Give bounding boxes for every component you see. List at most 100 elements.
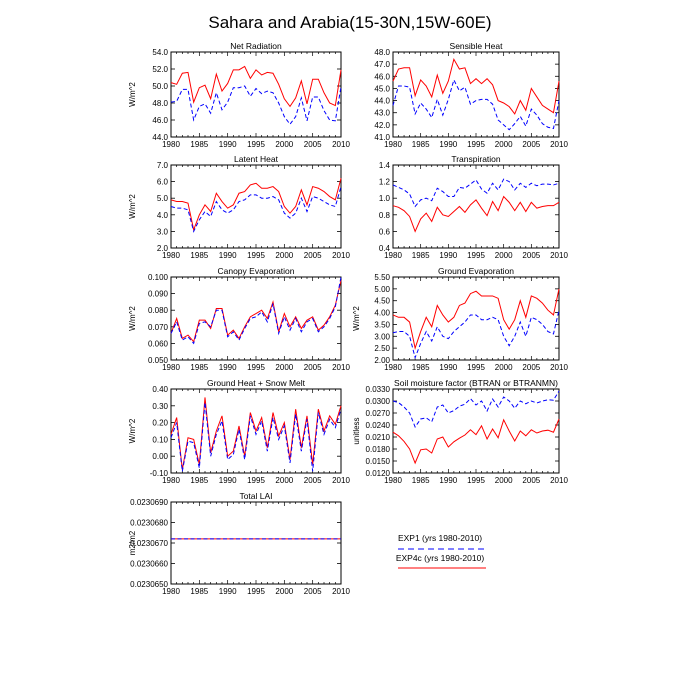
x-tick-label: 1990: [439, 140, 457, 149]
y-axis-label: W/m^2: [128, 306, 137, 331]
x-tick-label: 2010: [550, 251, 568, 260]
x-tick-label: 2005: [304, 363, 322, 372]
y-tick-label: 0.0210: [366, 433, 391, 442]
panel-title: Ground Heat + Snow Melt: [207, 378, 306, 388]
y-tick-label: 0.0120: [366, 469, 391, 478]
panel-sensible-heat: Sensible Heat 41.0 42.0 43.0 44.0 45.0 46.0 47.…: [374, 41, 568, 149]
x-tick-label: 1995: [467, 363, 485, 372]
x-tick-label: 2005: [522, 140, 540, 149]
x-tick-label: 1980: [384, 476, 402, 485]
series-line-exp1: [170, 85, 342, 126]
y-tick-label: 47.0: [374, 60, 390, 69]
series-line-exp4c: [170, 280, 342, 343]
x-tick-label: 2000: [275, 476, 293, 485]
y-tick-label: 0.4: [379, 244, 391, 253]
panel-ground-evaporation: Ground Evaporation W/m^2 2.00 2.50 3.00 3.50 4…: [352, 266, 568, 372]
x-tick-label: 2005: [522, 476, 540, 485]
panel-title: Transpiration: [451, 154, 501, 164]
x-tick-label: 2010: [332, 363, 350, 372]
panel-title: Soil moisture factor (BTRAN or BTRANMN): [394, 378, 558, 388]
y-axis-label: W/m^2: [128, 418, 137, 443]
x-tick-label: 1995: [247, 587, 265, 596]
x-tick-label: 2000: [275, 140, 293, 149]
x-tick-label: 2005: [304, 251, 322, 260]
legend: EXP1 (yrs 1980-2010) EXP4c (yrs 1980-2010…: [396, 533, 486, 569]
x-tick-label: 1995: [467, 476, 485, 485]
y-axis-label: W/m^2: [128, 194, 137, 219]
y-tick-label: 0.0180: [366, 445, 391, 454]
y-tick-label: 0.0230660: [130, 560, 168, 569]
panel-title: Sensible Heat: [450, 41, 504, 51]
y-tick-label: 7.0: [157, 161, 169, 170]
x-tick-label: 1990: [219, 251, 237, 260]
y-tick-label: 0.8: [379, 211, 391, 220]
y-tick-label: 0.0300: [366, 397, 391, 406]
x-tick-label: 1985: [412, 476, 430, 485]
y-tick-label: 0.30: [152, 402, 168, 411]
x-tick-label: 2010: [332, 140, 350, 149]
x-tick-label: 1985: [190, 476, 208, 485]
x-tick-label: 2005: [522, 363, 540, 372]
series-line-exp1: [392, 310, 560, 360]
x-tick-label: 1985: [190, 251, 208, 260]
y-tick-label: 0.060: [148, 339, 169, 348]
y-tick-label: 0.0230650: [130, 580, 168, 589]
x-tick-label: 2005: [304, 476, 322, 485]
y-axis-label: m2/m2: [128, 530, 137, 555]
y-axis-label: W/m^2: [128, 82, 137, 107]
x-tick-label: 2000: [275, 587, 293, 596]
y-tick-label: 2.50: [374, 344, 390, 353]
legend-label: EXP4c (yrs 1980-2010): [396, 553, 485, 563]
y-tick-label: 0.0230690: [130, 498, 168, 507]
y-axis-label: W/m^2: [352, 306, 361, 331]
y-tick-label: 0.0150: [366, 457, 391, 466]
y-tick-label: 46.0: [374, 72, 390, 81]
x-tick-label: 1990: [439, 251, 457, 260]
x-tick-label: 2000: [275, 363, 293, 372]
x-tick-label: 1985: [412, 363, 430, 372]
y-tick-label: 0.0230670: [130, 539, 168, 548]
x-tick-label: 1990: [439, 363, 457, 372]
x-tick-label: 1995: [467, 140, 485, 149]
y-tick-label: -0.10: [150, 469, 169, 478]
panel-title: Canopy Evaporation: [217, 266, 294, 276]
figure-title: Sahara and Arabia(15-30N,15W-60E): [208, 13, 491, 32]
x-tick-label: 1995: [247, 251, 265, 260]
panel-total-lai: Total LAI m2/m2 0.0230650 0.0230660 0.023067…: [128, 491, 350, 596]
y-tick-label: 43.0: [374, 109, 390, 118]
y-tick-label: 0.070: [148, 323, 169, 332]
x-tick-label: 1990: [219, 140, 237, 149]
panel-soil-moisture-factor-btran-or-btranmn: Soil moisture factor (BTRAN or BTRANMN) u…: [352, 378, 568, 485]
x-tick-label: 2010: [332, 251, 350, 260]
panel-transpiration: Transpiration 0.4 0.6 0.8 1.0 1.2 1.4 1980 1985 1…: [379, 154, 569, 260]
x-tick-label: 1980: [162, 476, 180, 485]
y-tick-label: 54.0: [152, 48, 168, 57]
y-tick-label: 0.090: [148, 290, 169, 299]
panel-title: Total LAI: [239, 491, 272, 501]
y-axis-label: unitless: [352, 417, 361, 444]
x-tick-label: 2010: [332, 476, 350, 485]
x-tick-label: 1980: [162, 140, 180, 149]
panel-net-radiation: Net Radiation W/m^2 44.0 46.0 48.0 50.0 52.0 54…: [128, 41, 350, 149]
x-tick-label: 2005: [304, 140, 322, 149]
x-tick-label: 2005: [304, 587, 322, 596]
x-tick-label: 1990: [219, 363, 237, 372]
y-tick-label: 4.0: [157, 211, 169, 220]
x-tick-label: 1980: [162, 251, 180, 260]
y-tick-label: 41.0: [374, 133, 390, 142]
y-tick-label: 50.0: [152, 82, 168, 91]
y-tick-label: 0.6: [379, 227, 391, 236]
y-tick-label: 46.0: [152, 116, 168, 125]
x-tick-label: 2010: [550, 140, 568, 149]
panel-latent-heat: Latent Heat W/m^2 2.0 3.0 4.0 5.0 6.0 7.0 1980 19…: [128, 154, 350, 260]
y-tick-label: 1.4: [379, 161, 391, 170]
x-tick-label: 2000: [495, 363, 513, 372]
x-tick-label: 1980: [384, 251, 402, 260]
series-line-exp4c: [392, 418, 560, 465]
x-tick-label: 1995: [247, 476, 265, 485]
legend-label: EXP1 (yrs 1980-2010): [398, 533, 482, 543]
x-tick-label: 1985: [190, 363, 208, 372]
series-line-exp1: [392, 390, 560, 429]
y-tick-label: 3.50: [374, 320, 390, 329]
